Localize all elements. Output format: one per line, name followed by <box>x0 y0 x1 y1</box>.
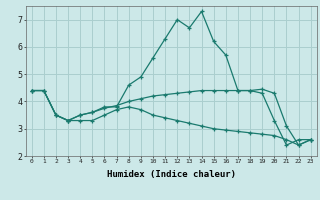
X-axis label: Humidex (Indice chaleur): Humidex (Indice chaleur) <box>107 170 236 179</box>
